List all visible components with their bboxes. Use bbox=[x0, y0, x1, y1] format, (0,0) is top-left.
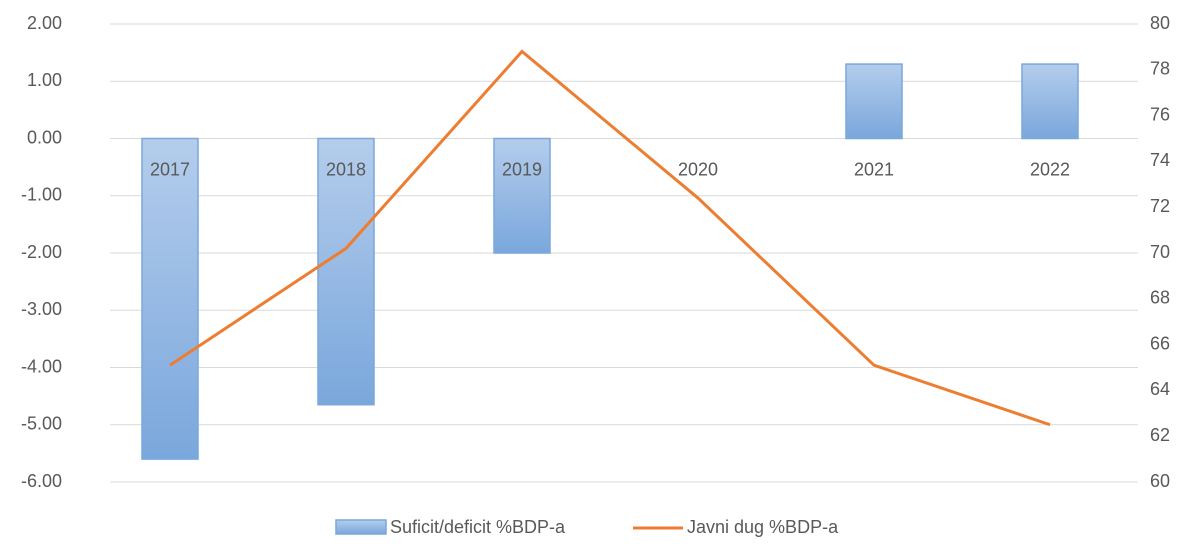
bar bbox=[1021, 63, 1079, 140]
y-tick-label: 1.00 bbox=[27, 70, 62, 90]
x-tick-label: 2019 bbox=[502, 159, 542, 179]
y2-tick-label: 80 bbox=[1150, 13, 1170, 33]
y2-tick-label: 64 bbox=[1150, 379, 1170, 399]
y2-tick-label: 60 bbox=[1150, 471, 1170, 491]
y2-tick-label: 66 bbox=[1150, 333, 1170, 353]
bar bbox=[493, 137, 551, 254]
y2-tick-label: 78 bbox=[1150, 59, 1170, 79]
x-tick-label: 2021 bbox=[854, 159, 894, 179]
legend-swatch bbox=[335, 519, 387, 535]
legend-label: Javni dug %BDP-a bbox=[687, 517, 839, 537]
x-tick-label: 2018 bbox=[326, 159, 366, 179]
y-tick-label: -5.00 bbox=[21, 414, 62, 434]
bar bbox=[845, 63, 903, 140]
y-tick-label: -4.00 bbox=[21, 356, 62, 376]
y2-tick-label: 70 bbox=[1150, 242, 1170, 262]
bar bbox=[317, 137, 375, 406]
y-tick-label: -1.00 bbox=[21, 185, 62, 205]
y-tick-label: 2.00 bbox=[27, 13, 62, 33]
x-tick-label: 2020 bbox=[678, 159, 718, 179]
legend-label: Suficit/deficit %BDP-a bbox=[390, 517, 566, 537]
bar bbox=[141, 137, 199, 460]
x-tick-label: 2022 bbox=[1030, 159, 1070, 179]
y2-tick-label: 74 bbox=[1150, 150, 1170, 170]
y2-tick-label: 68 bbox=[1150, 288, 1170, 308]
y-tick-label: -2.00 bbox=[21, 242, 62, 262]
y2-tick-label: 76 bbox=[1150, 104, 1170, 124]
line bbox=[169, 49, 1051, 427]
y-tick-label: 0.00 bbox=[27, 127, 62, 147]
y-tick-label: -6.00 bbox=[21, 471, 62, 491]
y2-tick-label: 72 bbox=[1150, 196, 1170, 216]
x-tick-label: 2017 bbox=[150, 159, 190, 179]
y-tick-label: -3.00 bbox=[21, 299, 62, 319]
y2-tick-label: 62 bbox=[1150, 425, 1170, 445]
